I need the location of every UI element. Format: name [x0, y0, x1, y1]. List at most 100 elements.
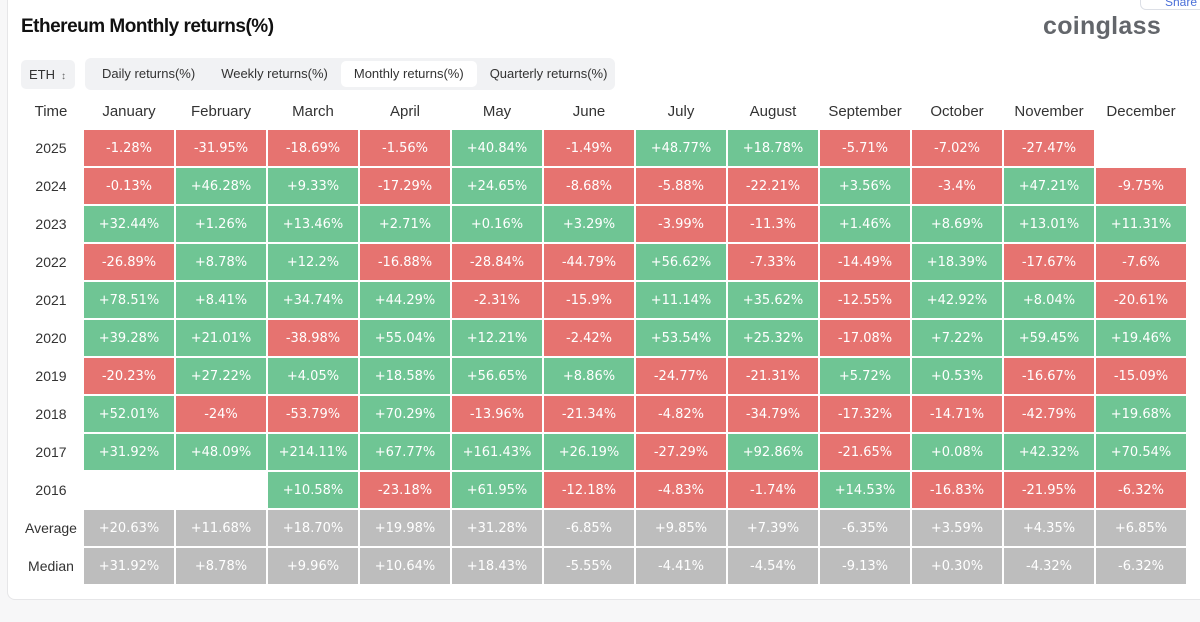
return-cell: +12.2% — [268, 244, 358, 280]
return-cell: +21.01% — [176, 320, 266, 356]
row-label: 2021 — [35, 292, 67, 308]
summary-cell: +4.35% — [1004, 510, 1094, 546]
return-cell: +8.69% — [912, 206, 1002, 242]
summary-cell: +18.43% — [452, 548, 542, 584]
summary-cell: +6.85% — [1096, 510, 1186, 546]
asset-select-value: ETH — [29, 67, 55, 82]
returns-table: Time January February March April May June July… — [18, 92, 1188, 586]
share-button[interactable]: Share — [1140, 0, 1200, 10]
return-cell: -4.83% — [636, 472, 726, 508]
return-cell: +14.53% — [820, 472, 910, 508]
return-cell: -12.18% — [544, 472, 634, 508]
row-label: Average — [25, 520, 77, 536]
return-cell: +5.72% — [820, 358, 910, 394]
row-label: 2016 — [35, 482, 67, 498]
table-row-2025: 2025 -1.28% -31.95% -18.69% -1.56% +40.84% -1.… — [20, 130, 1186, 166]
summary-cell: +8.78% — [176, 548, 266, 584]
return-cell: -0.13% — [84, 168, 174, 204]
return-cell: +46.28% — [176, 168, 266, 204]
return-cell: -1.28% — [84, 130, 174, 166]
return-cell: +78.51% — [84, 282, 174, 318]
return-cell: -24.77% — [636, 358, 726, 394]
return-cell: +39.28% — [84, 320, 174, 356]
return-cell: -16.67% — [1004, 358, 1094, 394]
table-row-2023: 2023 +32.44% +1.26% +13.46% +2.71% +0.16% +3.2… — [20, 206, 1186, 242]
summary-cell: -6.85% — [544, 510, 634, 546]
row-label: 2024 — [35, 178, 67, 194]
return-cell: -4.82% — [636, 396, 726, 432]
return-cell: +92.86% — [728, 434, 818, 470]
return-cell: -3.99% — [636, 206, 726, 242]
return-cell: +40.84% — [452, 130, 542, 166]
return-cell: -17.67% — [1004, 244, 1094, 280]
tab-weekly-returns[interactable]: Weekly returns(%) — [221, 66, 328, 81]
return-cell: +25.32% — [728, 320, 818, 356]
table-row-2018: 2018 +52.01% -24% -53.79% +70.29% -13.96% -21.… — [20, 396, 1186, 432]
return-cell: -6.32% — [1096, 472, 1186, 508]
return-cell: +13.01% — [1004, 206, 1094, 242]
return-cell: +56.62% — [636, 244, 726, 280]
return-cell: -27.47% — [1004, 130, 1094, 166]
return-cell: -44.79% — [544, 244, 634, 280]
return-cell: +11.14% — [636, 282, 726, 318]
return-cell: +0.53% — [912, 358, 1002, 394]
summary-cell: +10.64% — [360, 548, 450, 584]
return-cell: -24% — [176, 396, 266, 432]
tab-quarterly-returns[interactable]: Quarterly returns(%) — [489, 66, 608, 81]
return-cell: +48.09% — [176, 434, 266, 470]
coinglass-logo: coinglass — [1043, 12, 1162, 40]
return-cell: -53.79% — [268, 396, 358, 432]
table-row-median: Median +31.92% +8.78% +9.96% +10.64% +18.43% -… — [20, 548, 1186, 584]
summary-cell: +9.85% — [636, 510, 726, 546]
row-label: Median — [28, 558, 74, 574]
return-cell: -28.84% — [452, 244, 542, 280]
table-row-2021: 2021 +78.51% +8.41% +34.74% +44.29% -2.31% -15… — [20, 282, 1186, 318]
column-header-december: December — [1106, 102, 1176, 120]
return-cell: -1.49% — [544, 130, 634, 166]
column-header-october: October — [930, 102, 984, 120]
return-cell: -20.61% — [1096, 282, 1186, 318]
return-cell: -21.95% — [1004, 472, 1094, 508]
return-cell: -21.34% — [544, 396, 634, 432]
return-cell: +61.95% — [452, 472, 542, 508]
return-cell: +1.26% — [176, 206, 266, 242]
return-cell: -17.08% — [820, 320, 910, 356]
summary-cell: -6.35% — [820, 510, 910, 546]
return-cell: +47.21% — [1004, 168, 1094, 204]
return-cell: +3.56% — [820, 168, 910, 204]
return-cell: +70.29% — [360, 396, 450, 432]
column-header-february: February — [190, 102, 252, 120]
summary-cell: +19.98% — [360, 510, 450, 546]
return-cell: +35.62% — [728, 282, 818, 318]
empty-cell — [84, 472, 174, 508]
column-header-november: November — [1014, 102, 1084, 120]
return-cell: +52.01% — [84, 396, 174, 432]
return-cell: -7.33% — [728, 244, 818, 280]
column-header-june: June — [572, 102, 606, 120]
column-header-january: January — [102, 102, 156, 120]
return-cell: -34.79% — [728, 396, 818, 432]
tab-daily-returns[interactable]: Daily returns(%) — [102, 66, 196, 81]
return-cell: -9.75% — [1096, 168, 1186, 204]
return-cell: +56.65% — [452, 358, 542, 394]
return-cell: +10.58% — [268, 472, 358, 508]
return-cell: +70.54% — [1096, 434, 1186, 470]
return-cell: -15.09% — [1096, 358, 1186, 394]
return-cell: +214.11% — [268, 434, 358, 470]
tab-monthly-returns[interactable]: Monthly returns(%) — [340, 61, 477, 87]
column-header-september: September — [828, 102, 902, 120]
asset-select[interactable]: ETH ↕ — [21, 60, 75, 89]
return-cell: +18.39% — [912, 244, 1002, 280]
return-cell: +67.77% — [360, 434, 450, 470]
summary-cell: +3.59% — [912, 510, 1002, 546]
return-cell: +19.46% — [1096, 320, 1186, 356]
return-cell: -2.31% — [452, 282, 542, 318]
chevron-up-down-icon: ↕ — [61, 71, 66, 82]
return-cell: -1.56% — [360, 130, 450, 166]
return-cell: +27.22% — [176, 358, 266, 394]
return-cell: -27.29% — [636, 434, 726, 470]
return-cell: +32.44% — [84, 206, 174, 242]
summary-cell: +31.92% — [84, 548, 174, 584]
summary-cell: +7.39% — [728, 510, 818, 546]
return-cell: +0.08% — [912, 434, 1002, 470]
